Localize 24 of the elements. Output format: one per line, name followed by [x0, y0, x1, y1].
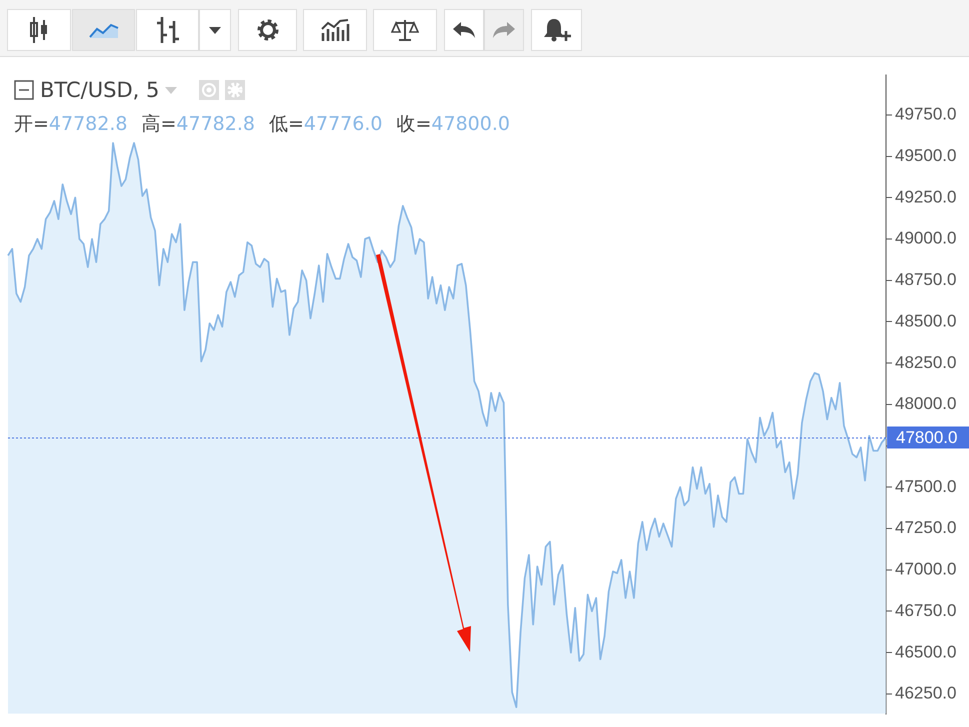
y-tick-label: 46500.0 [895, 642, 956, 662]
y-tick-label: 49250.0 [895, 187, 956, 206]
annotation: 47800.0 [431, 113, 510, 135]
y-tick-label: 49000.0 [895, 228, 956, 248]
chart-title: BTC/USD, 5 [40, 78, 160, 102]
annotation: 47782.8 [48, 113, 128, 135]
y-tick-label: 47500.0 [895, 476, 956, 496]
y-tick-label: 49750.0 [895, 104, 956, 124]
annotation: 收= [396, 113, 432, 135]
y-tick-label: 46750.0 [895, 600, 956, 620]
annotation: 高= [142, 113, 176, 135]
annotation: 47776.0 [304, 113, 382, 135]
y-tick-label: 47250.0 [895, 518, 956, 538]
annotation: 开= [14, 113, 49, 135]
y-tick-label: 48000.0 [895, 394, 956, 414]
y-tick-label: 47000.0 [895, 560, 956, 579]
y-tick-label: 49500.0 [895, 146, 956, 165]
y-tick-label: 48250.0 [895, 352, 956, 372]
ref-line-label: 47800.0 [896, 428, 958, 448]
y-tick-label: 46250.0 [895, 684, 956, 703]
y-tick-label: 48750.0 [895, 270, 956, 290]
annotation: 47782.8 [176, 113, 255, 135]
y-tick-label: 48500.0 [895, 311, 956, 330]
annotation: 低= [269, 113, 304, 135]
